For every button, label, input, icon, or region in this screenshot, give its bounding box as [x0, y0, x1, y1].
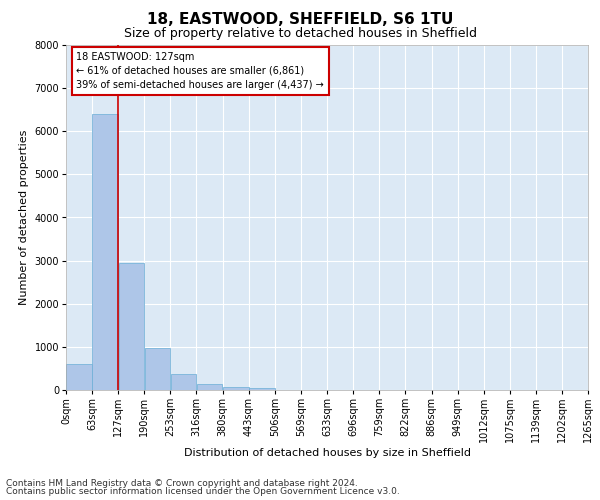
Text: Size of property relative to detached houses in Sheffield: Size of property relative to detached ho…	[124, 28, 476, 40]
Bar	[223, 387, 249, 390]
Text: 18 EASTWOOD: 127sqm
← 61% of detached houses are smaller (6,861)
39% of semi-det: 18 EASTWOOD: 127sqm ← 61% of detached ho…	[76, 52, 324, 90]
Text: 18, EASTWOOD, SHEFFIELD, S6 1TU: 18, EASTWOOD, SHEFFIELD, S6 1TU	[147, 12, 453, 28]
Bar	[66, 364, 92, 390]
Y-axis label: Number of detached properties: Number of detached properties	[19, 130, 29, 305]
Text: Contains HM Land Registry data © Crown copyright and database right 2024.: Contains HM Land Registry data © Crown c…	[6, 478, 358, 488]
Bar	[249, 388, 275, 390]
Bar	[197, 384, 222, 390]
Bar	[92, 114, 118, 390]
Text: Contains public sector information licensed under the Open Government Licence v3: Contains public sector information licen…	[6, 487, 400, 496]
Bar	[170, 374, 196, 390]
X-axis label: Distribution of detached houses by size in Sheffield: Distribution of detached houses by size …	[184, 448, 470, 458]
Bar	[145, 348, 170, 390]
Bar	[119, 263, 145, 390]
